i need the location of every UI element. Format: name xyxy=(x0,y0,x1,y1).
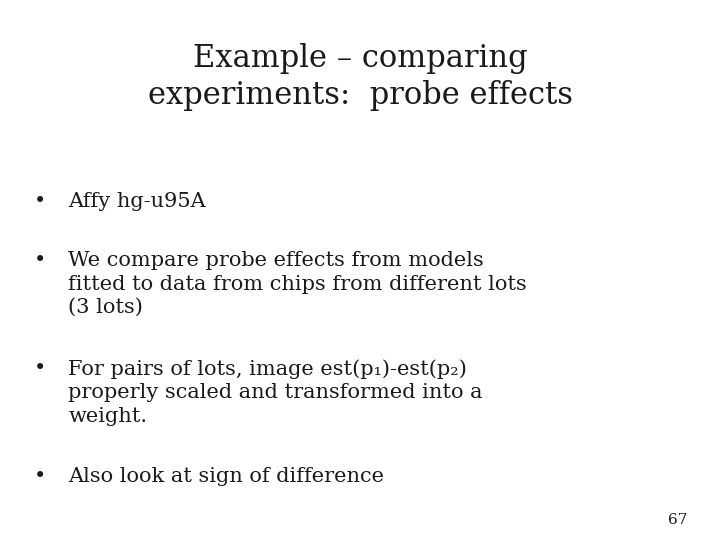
Text: •: • xyxy=(33,192,46,211)
Text: 67: 67 xyxy=(668,512,688,526)
Text: We compare probe effects from models
fitted to data from chips from different lo: We compare probe effects from models fit… xyxy=(68,251,527,317)
Text: Affy hg-u95A: Affy hg-u95A xyxy=(68,192,206,211)
Text: Example – comparing
experiments:  probe effects: Example – comparing experiments: probe e… xyxy=(148,43,572,111)
Text: •: • xyxy=(33,467,46,486)
Text: Also look at sign of difference: Also look at sign of difference xyxy=(68,467,384,486)
Text: For pairs of lots, image est(p₁)-est(p₂)
properly scaled and transformed into a
: For pairs of lots, image est(p₁)-est(p₂)… xyxy=(68,359,483,426)
Text: •: • xyxy=(33,251,46,270)
Text: •: • xyxy=(33,359,46,378)
